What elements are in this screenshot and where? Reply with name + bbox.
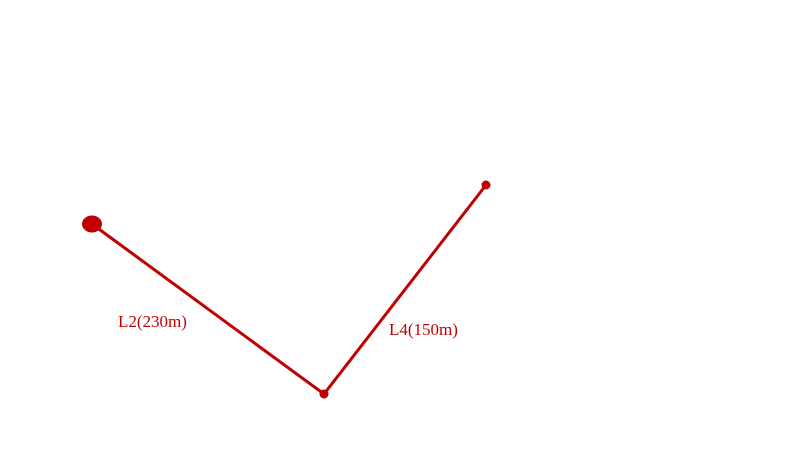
junction-node: [319, 389, 329, 399]
segment-l4-label: L4(150m): [389, 320, 458, 339]
segment-l2-label: L2(230m): [118, 312, 187, 331]
segment-l2-line: [91, 222, 325, 396]
segment-l4-line: [322, 184, 488, 395]
start-node: [82, 215, 102, 233]
end-node: [481, 180, 491, 190]
